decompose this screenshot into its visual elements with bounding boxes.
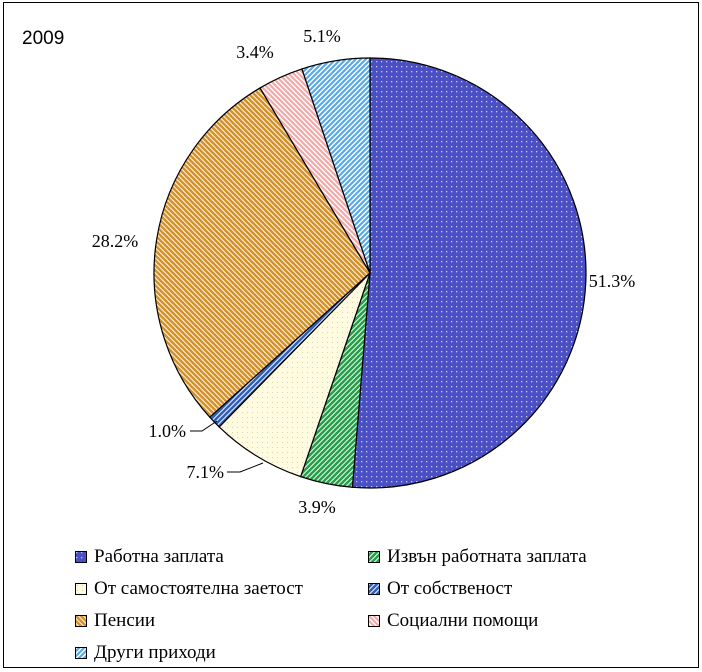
legend-swatch bbox=[368, 615, 380, 627]
legend-swatch bbox=[75, 615, 87, 627]
chart-title: 2009 bbox=[22, 28, 65, 49]
legend-item: От собственост bbox=[368, 578, 512, 600]
legend-item: Извън работната заплата bbox=[368, 546, 587, 568]
legend-item: Работна заплата bbox=[75, 546, 224, 568]
legend-label: Други приходи bbox=[94, 642, 216, 663]
legend-item: Социални помощи bbox=[368, 610, 538, 632]
data-label: 28.2% bbox=[92, 231, 139, 251]
legend-swatch bbox=[75, 647, 87, 659]
legend-label: Пенсии bbox=[94, 610, 156, 631]
legend-item: От самостоятелна заетост bbox=[75, 578, 303, 600]
legend-swatch bbox=[368, 583, 380, 595]
legend-label: От собственост bbox=[387, 578, 513, 599]
pie-slice bbox=[351, 57, 587, 489]
legend-label: Работна заплата bbox=[94, 546, 224, 567]
data-label: 51.3% bbox=[589, 271, 636, 291]
data-label: 5.1% bbox=[303, 26, 341, 46]
legend-label: От самостоятелна заетост bbox=[94, 578, 303, 599]
leader-line bbox=[190, 420, 218, 432]
leader-line bbox=[227, 462, 264, 473]
legend-item: Пенсии bbox=[75, 610, 155, 632]
pie-slice bbox=[301, 57, 371, 274]
pie-slice bbox=[153, 87, 371, 419]
chart-frame bbox=[3, 2, 699, 668]
legend-swatch bbox=[75, 583, 87, 595]
legend-swatch bbox=[368, 551, 380, 563]
legend-label: Социални помощи bbox=[387, 610, 539, 631]
legend-swatch bbox=[75, 551, 87, 563]
data-label: 7.1% bbox=[187, 462, 225, 482]
data-label: 3.9% bbox=[298, 497, 336, 517]
legend-item: Други приходи bbox=[75, 642, 216, 664]
data-label: 3.4% bbox=[236, 42, 274, 62]
chart-legend: Работна заплата Извън работната заплата От… bbox=[75, 540, 699, 670]
data-label: 1.0% bbox=[149, 421, 187, 441]
legend-label: Извън работната заплата bbox=[387, 546, 587, 567]
